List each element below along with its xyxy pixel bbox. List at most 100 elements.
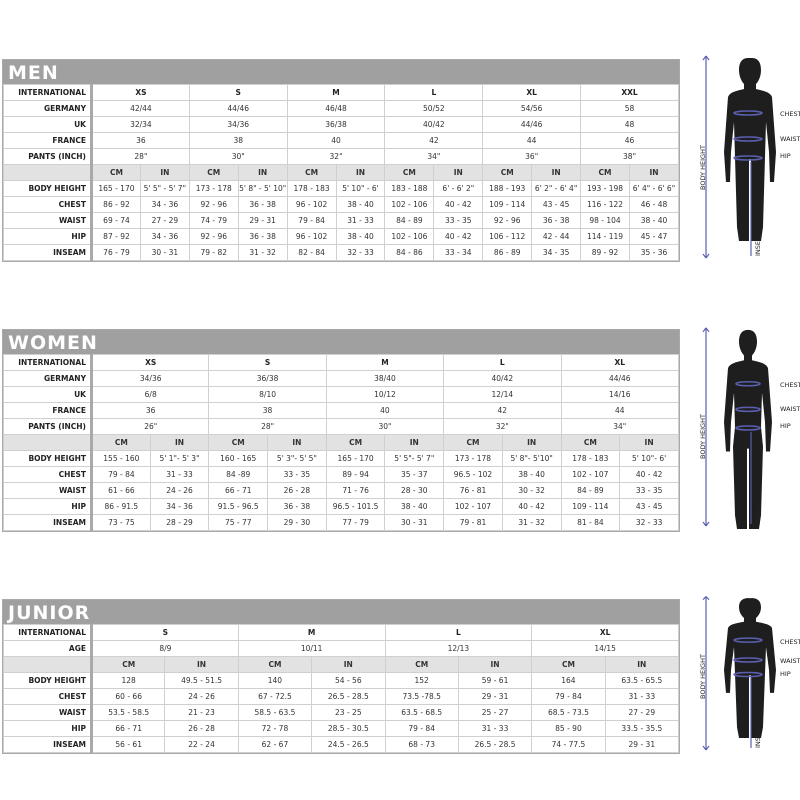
measure-cell: 60 - 66 — [90, 688, 166, 705]
measure-cell: 22 - 24 — [164, 736, 239, 753]
size-cell: 30" — [188, 148, 288, 165]
size-cell: 34" — [560, 418, 679, 435]
row-label: CHEST — [3, 196, 93, 213]
size-cell: 10/12 — [325, 386, 445, 403]
measure-cell: 34 - 36 — [139, 196, 190, 213]
row-label: BODY HEIGHT — [3, 450, 93, 467]
row-label: FRANCE — [3, 132, 93, 149]
row-label: PANTS (INCH) — [3, 148, 93, 165]
size-cell: XS — [91, 84, 190, 101]
measure-cell: 38 - 40 — [628, 212, 680, 229]
header-row: AGE 8/9 10/11 12/13 14/15 — [3, 640, 679, 657]
unit-in: IN — [384, 434, 445, 451]
size-cell: 12/13 — [384, 640, 533, 657]
figure-label-hip: HIP — [780, 422, 791, 431]
measure-cell: 29 - 31 — [604, 736, 680, 753]
measure-cell: 29 - 31 — [237, 212, 288, 229]
measure-cell: 109 - 114 — [482, 196, 533, 213]
size-cell: 34" — [384, 148, 484, 165]
unit-cm: CM — [580, 164, 630, 181]
size-cell: 42 — [384, 132, 484, 149]
measure-cell: 5' 1"- 5' 3" — [149, 450, 210, 467]
measure-row: INSEAM 76 - 79 30 - 31 79 - 82 31 - 32 82 - 8… — [3, 244, 680, 261]
size-cell: L — [384, 624, 533, 641]
measure-cell: 63.5 - 65.5 — [604, 672, 680, 689]
measure-cell: 59 - 61 — [457, 672, 533, 689]
row-label — [3, 164, 93, 181]
measure-row: HIP 86 - 91.5 34 - 36 91.5 - 96.5 36 - 38 96.… — [3, 498, 679, 515]
figure-label-hip: HIP — [780, 669, 791, 678]
header-row: UK 6/8 8/10 10/12 12/14 14/16 — [3, 386, 679, 403]
measure-cell: 30 - 31 — [384, 514, 445, 531]
measure-cell: 74 - 79 — [188, 212, 239, 229]
measure-row: CHEST 86 - 92 34 - 36 92 - 96 36 - 38 96 - 10… — [3, 196, 680, 213]
measure-cell: 140 — [237, 672, 313, 689]
measure-cell: 33 - 35 — [433, 212, 484, 229]
unit-cm: CM — [286, 164, 337, 181]
size-cell: M — [286, 84, 386, 101]
unit-in: IN — [267, 434, 327, 451]
measure-row: BODY HEIGHT 165 - 170 5' 5" - 5' 7" 173 - 1… — [3, 180, 680, 197]
section-title: MEN — [8, 62, 59, 84]
measure-cell: 6' - 6' 2" — [433, 180, 484, 197]
row-label: HIP — [3, 228, 93, 245]
measure-cell: 38 - 40 — [384, 498, 445, 515]
measure-cell: 35 - 36 — [628, 244, 680, 261]
unit-cm: CM — [188, 164, 239, 181]
figure-label-chest: CHEST — [780, 110, 800, 118]
unit-in: IN — [457, 656, 533, 673]
unit-cm: CM — [482, 164, 533, 181]
measure-cell: 75 - 77 — [208, 514, 269, 531]
junior-body-figure: CHEST WAIST HIP BODY HEIGHT INSEAM — [698, 592, 800, 754]
measure-cell: 79 - 84 — [286, 212, 337, 229]
row-label: INTERNATIONAL — [3, 624, 93, 641]
measure-cell: 165 - 170 — [91, 180, 141, 197]
size-cell: 36" — [482, 148, 582, 165]
measure-cell: 53.5 - 58.5 — [90, 704, 166, 721]
row-label: BODY HEIGHT — [3, 180, 93, 197]
unit-in: IN — [335, 164, 386, 181]
measure-cell: 43 - 45 — [531, 196, 582, 213]
measure-cell: 26.5 - 28.5 — [311, 688, 386, 705]
measure-cell: 68 - 73 — [384, 736, 459, 753]
size-cell: L — [384, 84, 484, 101]
measure-cell: 5' 5" - 5' 7" — [139, 180, 190, 197]
measure-cell: 67 - 72.5 — [237, 688, 313, 705]
unit-in: IN — [619, 434, 679, 451]
measure-row: BODY HEIGHT 155 - 160 5' 1"- 5' 3" 160 - 16… — [3, 450, 679, 467]
measure-cell: 109 - 114 — [560, 498, 621, 515]
measure-cell: 92 - 96 — [482, 212, 533, 229]
measure-cell: 193 - 198 — [580, 180, 630, 197]
size-cell: 42/44 — [91, 100, 190, 117]
section-title: WOMEN — [8, 332, 98, 354]
unit-row: CM IN CM IN CM IN CM IN CM IN CM IN — [3, 164, 680, 181]
header-row: INTERNATIONAL XS S M L XL — [3, 354, 679, 371]
row-label: FRANCE — [3, 402, 93, 419]
size-cell: 32/34 — [91, 116, 190, 133]
size-cell: S — [208, 354, 327, 371]
row-label: HIP — [3, 720, 93, 737]
row-label: CHEST — [3, 688, 93, 705]
size-cell: 6/8 — [90, 386, 210, 403]
unit-row: CM IN CM IN CM IN CM IN — [3, 656, 680, 673]
size-cell: XL — [531, 624, 679, 641]
measure-cell: 34 - 35 — [531, 244, 582, 261]
measure-cell: 5' 8" - 5' 10" — [237, 180, 288, 197]
row-label — [3, 656, 93, 673]
size-cell: 14/16 — [560, 386, 679, 403]
measure-cell: 87 - 92 — [91, 228, 141, 245]
measure-cell: 69 - 74 — [91, 212, 141, 229]
measure-cell: 33 - 35 — [267, 466, 327, 483]
measure-row: WAIST 61 - 66 24 - 26 66 - 71 26 - 28 71 - 76… — [3, 482, 679, 499]
measure-cell: 102 - 107 — [560, 466, 621, 483]
measure-row: CHEST 60 - 66 24 - 26 67 - 72.5 26.5 - 28.5 7… — [3, 688, 680, 705]
figure-label-waist: WAIST — [780, 135, 800, 143]
measure-row: WAIST 53.5 - 58.5 21 - 23 58.5 - 63.5 23 - 2… — [3, 704, 680, 721]
measure-cell: 183 - 188 — [384, 180, 435, 197]
measure-cell: 84 -89 — [208, 466, 269, 483]
measure-cell: 33 - 35 — [619, 482, 679, 499]
size-cell: 28" — [208, 418, 327, 435]
measure-cell: 26.5 - 28.5 — [457, 736, 533, 753]
unit-in: IN — [237, 164, 288, 181]
measure-cell: 28 - 29 — [149, 514, 210, 531]
